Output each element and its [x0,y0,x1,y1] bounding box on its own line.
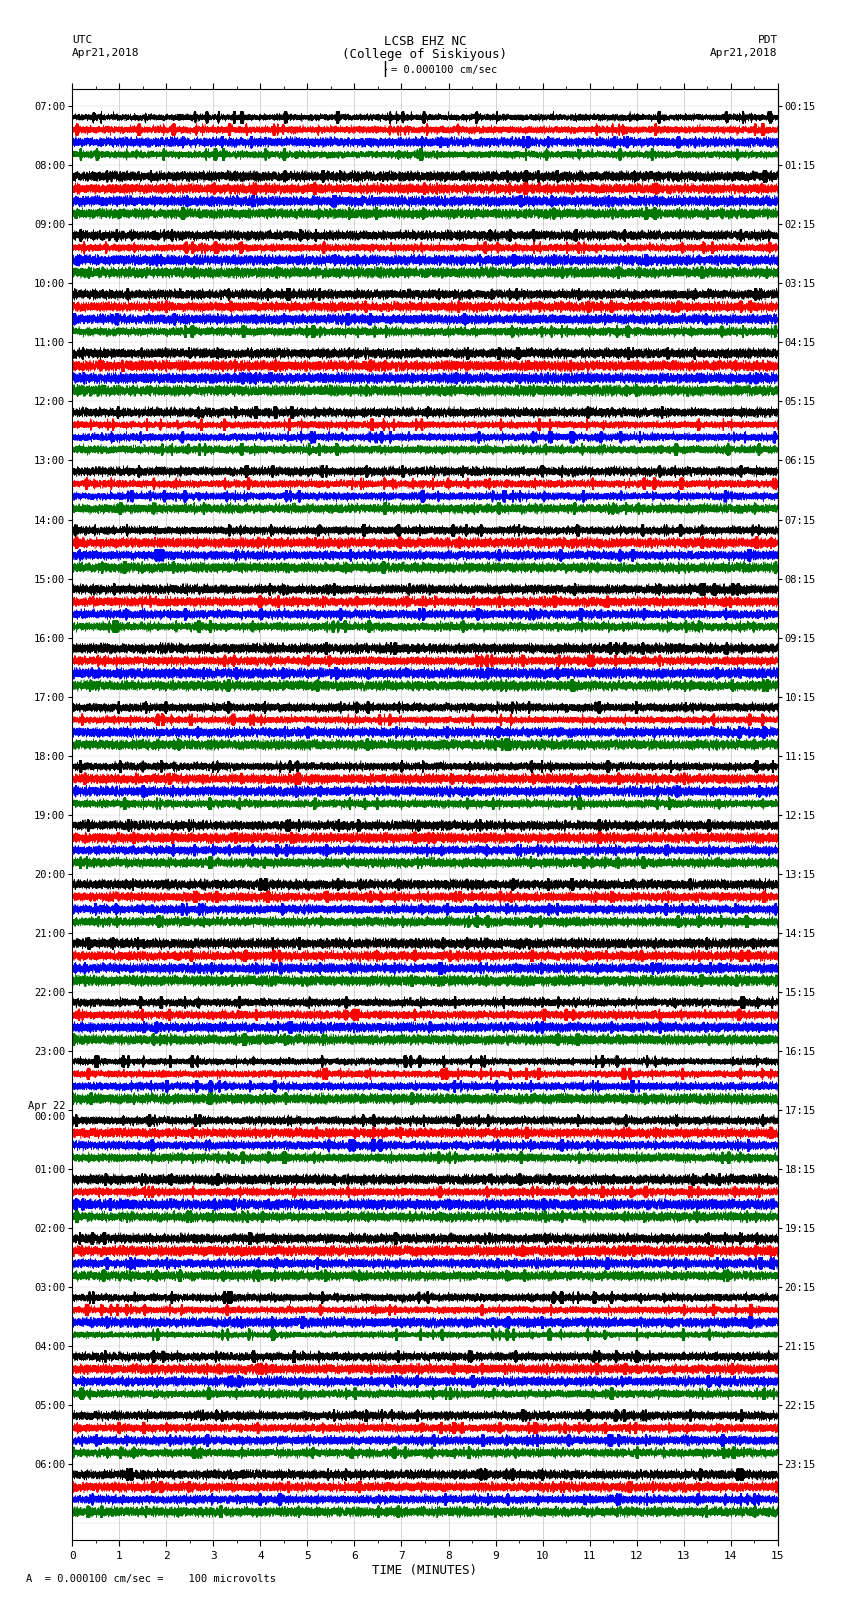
Text: A  = 0.000100 cm/sec =    100 microvolts: A = 0.000100 cm/sec = 100 microvolts [26,1574,275,1584]
Text: (College of Siskiyous): (College of Siskiyous) [343,48,507,61]
X-axis label: TIME (MINUTES): TIME (MINUTES) [372,1563,478,1576]
Text: UTC: UTC [72,35,93,45]
Text: PDT: PDT [757,35,778,45]
Text: = 0.000100 cm/sec: = 0.000100 cm/sec [391,65,497,74]
Text: Apr21,2018: Apr21,2018 [72,48,139,58]
Text: Apr21,2018: Apr21,2018 [711,48,778,58]
Text: LCSB EHZ NC: LCSB EHZ NC [383,35,467,48]
